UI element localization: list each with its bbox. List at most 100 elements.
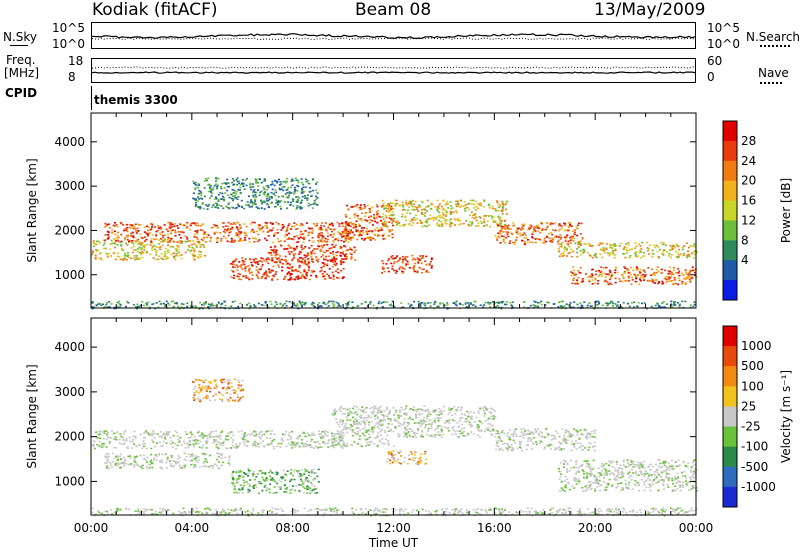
power-cell (623, 246, 626, 248)
power-cell (632, 306, 635, 308)
velocity-cell (427, 408, 429, 411)
power-cell (614, 269, 617, 271)
velocity-cell (171, 442, 174, 444)
power-cell (276, 182, 279, 184)
power-cell (271, 197, 273, 199)
power-cell (278, 201, 281, 203)
power-cell (513, 241, 516, 244)
power-cell (254, 191, 257, 194)
power-cell (261, 264, 264, 266)
power-cell (477, 222, 480, 225)
power-cell (199, 197, 202, 200)
velocity-cell (433, 420, 436, 422)
power-cell (628, 256, 631, 259)
power-cell (259, 229, 262, 231)
power-cell (220, 187, 223, 190)
power-cell (297, 278, 299, 281)
velocity-cell (355, 422, 358, 424)
power-cell (292, 205, 295, 207)
velocity-cell (375, 437, 378, 439)
power-cell (194, 184, 197, 186)
power-cell (406, 256, 409, 258)
power-cell (125, 258, 128, 261)
velocity-cell (264, 472, 267, 474)
power-cell (516, 236, 518, 239)
velocity-cell (221, 430, 224, 433)
power-cell (272, 193, 275, 195)
power-cell (268, 198, 271, 200)
power-cell (301, 195, 304, 198)
power-cell (245, 225, 248, 228)
velocity-cell (114, 462, 117, 465)
power-cell (417, 300, 420, 303)
power-cell (498, 206, 501, 209)
power-cell (561, 305, 564, 308)
power-cell (444, 204, 447, 206)
power-cell (158, 255, 161, 257)
velocity-cell (97, 433, 100, 436)
velocity-cell (259, 436, 262, 439)
power-cell (342, 225, 345, 228)
power-cell (215, 224, 218, 227)
velocity-cell (306, 492, 309, 494)
power-cell (303, 269, 306, 271)
power-cell (462, 205, 465, 207)
power-cell (387, 257, 390, 260)
power-cell (200, 192, 203, 194)
velocity-cell (153, 457, 156, 460)
power-cell (111, 229, 114, 231)
power-cell (170, 238, 173, 240)
power-cell (657, 270, 660, 272)
power-cell (261, 275, 264, 278)
power-cell (304, 302, 307, 304)
velocity-cell (228, 459, 231, 461)
power-cell (328, 268, 331, 270)
power-cell (569, 239, 572, 241)
power-cell (568, 226, 571, 229)
velocity-cell (114, 432, 117, 434)
power-cell (233, 183, 236, 186)
power-cell (249, 186, 252, 189)
velocity-cell (358, 435, 361, 437)
power-cell (668, 280, 670, 282)
power-cell (386, 204, 389, 206)
velocity-cell (247, 472, 250, 474)
power-cell (672, 300, 675, 303)
power-cell (308, 247, 311, 249)
power-cell (340, 233, 343, 235)
power-cell (449, 213, 452, 215)
power-cell (255, 230, 258, 233)
velocity-cell (148, 434, 151, 436)
power-frame (90, 112, 697, 309)
power-cell (557, 306, 560, 308)
power-cell (320, 269, 323, 272)
power-colorbar-segment (723, 220, 737, 241)
power-cell (391, 265, 394, 268)
nsky-panel (91, 22, 696, 49)
power-cell (392, 224, 395, 227)
velocity-cell (93, 440, 96, 442)
power-cell (278, 223, 281, 226)
velocity-cell (182, 440, 185, 443)
power-cell (144, 244, 147, 246)
power-cell (202, 239, 205, 242)
velocity-cell (378, 421, 381, 424)
velocity-cell (235, 479, 238, 482)
power-cell (310, 253, 313, 256)
power-cell (332, 275, 335, 278)
power-cell (127, 301, 130, 304)
velocity-cell (265, 476, 268, 479)
power-cell (438, 211, 441, 214)
power-cell (638, 271, 641, 273)
power-cell (651, 278, 654, 281)
power-cell (383, 301, 386, 303)
power-cell (371, 231, 374, 233)
velocity-cell (270, 442, 273, 444)
power-cell (418, 302, 421, 305)
power-cell (103, 247, 106, 250)
velocity-cell (248, 433, 251, 436)
power-cell (350, 239, 352, 241)
power-cell (402, 209, 404, 211)
power-cell (404, 216, 407, 218)
power-cell (663, 277, 666, 280)
